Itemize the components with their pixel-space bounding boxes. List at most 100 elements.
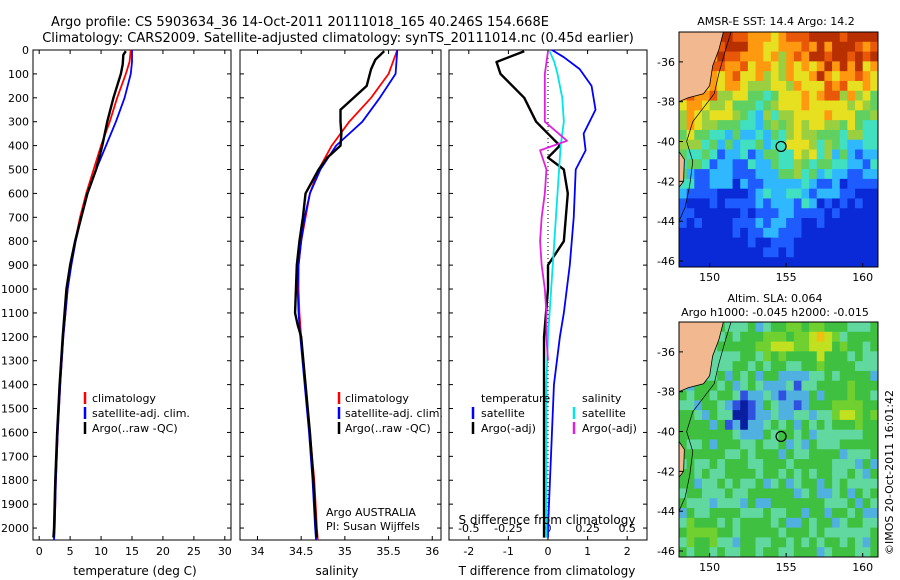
map-cell <box>839 71 848 82</box>
temperature-legend: climatology satellite-adj. clim. Argo(..… <box>83 392 190 435</box>
map-cell <box>686 188 695 200</box>
map-cell <box>778 129 787 141</box>
map-cell <box>740 488 749 499</box>
map-cell <box>724 478 734 490</box>
map-cell <box>832 120 841 131</box>
x-tick-label: 5 <box>67 545 74 558</box>
map-cell <box>832 341 841 352</box>
map-cell <box>717 178 726 190</box>
legend-label-satellite: satellite-adj. clim. <box>345 407 443 420</box>
map-cell <box>801 247 810 258</box>
map-cell <box>786 51 795 62</box>
map-cell <box>770 351 780 362</box>
map-cell <box>679 517 688 529</box>
map-cell <box>839 198 848 209</box>
map-cell <box>740 80 749 92</box>
map-cell <box>740 208 749 219</box>
map-cell <box>809 527 818 539</box>
map-cell <box>763 61 772 72</box>
y-tick-label: 300 <box>8 116 29 129</box>
map-cell <box>701 129 711 141</box>
map-cell <box>870 100 878 111</box>
map-cell <box>816 449 826 460</box>
map-cell <box>717 90 726 102</box>
map-cell <box>801 361 810 372</box>
map-cell <box>847 188 856 200</box>
map-cell <box>847 370 856 382</box>
y-tick-label: 400 <box>8 140 29 153</box>
map-cell <box>801 129 810 141</box>
map-cell <box>870 32 878 43</box>
map-cell <box>770 380 780 392</box>
map-cell <box>686 488 695 499</box>
map-cell <box>793 90 803 102</box>
map-cell <box>724 159 734 170</box>
map-cell <box>801 429 810 441</box>
map-cell <box>862 149 871 160</box>
map-cell <box>763 110 772 121</box>
map-cell <box>801 322 810 333</box>
map-cell <box>740 400 749 411</box>
map-cell <box>855 390 864 401</box>
map-cell <box>832 208 841 219</box>
map-cell <box>809 139 818 151</box>
map-cell <box>870 198 878 209</box>
map-cell <box>732 351 741 362</box>
map-cell <box>839 100 848 111</box>
map-cell <box>816 351 826 362</box>
map-x-tick-label: 160 <box>852 561 873 574</box>
map-cell <box>801 120 810 131</box>
map-cell <box>816 322 826 333</box>
map-cell <box>793 198 803 209</box>
map-cell <box>763 100 772 111</box>
map-cell <box>709 439 718 450</box>
map-cell <box>694 498 703 509</box>
map-cell <box>778 517 787 529</box>
map-cell <box>778 370 787 382</box>
map-cell <box>801 370 810 382</box>
map-cell <box>679 100 688 111</box>
map-cell <box>793 400 803 411</box>
map-cell <box>824 71 833 82</box>
map-cell <box>793 110 803 121</box>
map-cell <box>709 80 718 92</box>
map-cell <box>870 498 878 509</box>
map-cell <box>847 41 856 53</box>
map-cell <box>747 380 757 392</box>
map-cell <box>679 390 688 401</box>
map-cell <box>724 331 734 343</box>
map-cell <box>824 110 833 121</box>
map-cell <box>686 537 695 548</box>
map-cell <box>732 227 741 239</box>
map-cell <box>862 208 871 219</box>
map-cell <box>786 129 795 141</box>
map-cell <box>740 547 749 557</box>
map-cell <box>747 351 757 362</box>
map-cell <box>870 188 878 200</box>
map-cell <box>855 110 864 121</box>
map-cell <box>824 80 833 92</box>
map-cell <box>855 341 864 352</box>
map-cell <box>724 498 734 509</box>
map-cell <box>686 218 695 229</box>
argo-float-marker <box>775 140 787 153</box>
map-cell <box>862 351 871 362</box>
map-cell <box>839 361 848 372</box>
map-cell <box>740 159 749 170</box>
map-cell <box>747 227 757 239</box>
map-cell <box>855 178 864 190</box>
map-cell <box>732 90 741 102</box>
map-cell <box>839 257 848 267</box>
map-cell <box>770 439 780 450</box>
figure-title-line1: Argo profile: CS 5903634_36 14-Oct-2011 … <box>51 15 549 30</box>
map-cell <box>770 32 780 43</box>
map-cell <box>809 478 818 490</box>
map-cell <box>724 227 734 239</box>
map-cell <box>816 247 826 258</box>
map-cell <box>747 449 757 460</box>
x-tick-label: 35.5 <box>376 545 401 558</box>
map-cell <box>717 498 726 509</box>
map-cell <box>755 159 764 170</box>
map-cell <box>870 237 878 249</box>
map-cell <box>778 100 787 111</box>
